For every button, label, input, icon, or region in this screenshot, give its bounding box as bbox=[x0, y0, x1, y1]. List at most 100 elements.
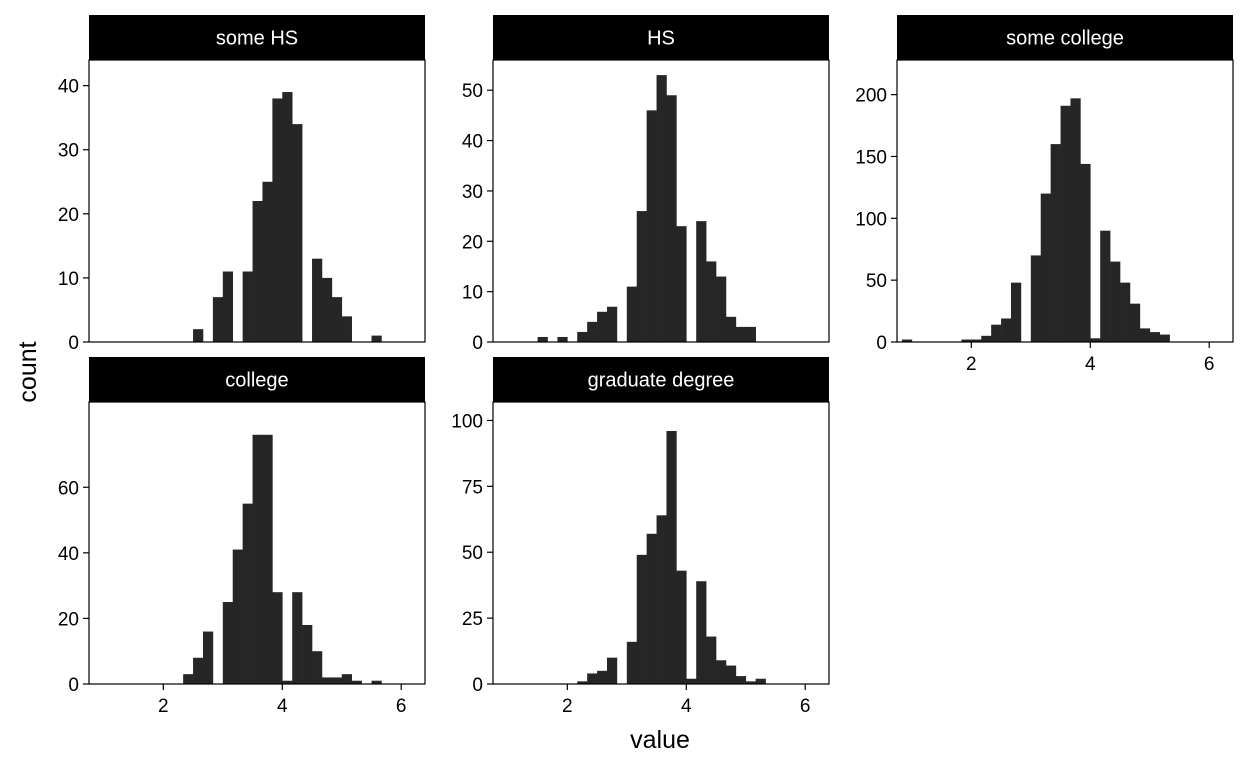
histogram-bar bbox=[725, 316, 737, 342]
facet-strip-label: HS bbox=[647, 28, 675, 50]
histogram-bar bbox=[656, 515, 667, 684]
facet-strip bbox=[493, 357, 829, 402]
facet-strip bbox=[89, 15, 425, 60]
y-tick-label: 10 bbox=[58, 269, 79, 290]
histogram-bar bbox=[706, 636, 717, 684]
histogram-bar bbox=[272, 98, 283, 342]
histogram-bar bbox=[193, 329, 204, 342]
histogram-bar bbox=[656, 75, 667, 342]
facet-panel: college 0 20 40 60 2 4 6 bbox=[58, 357, 426, 717]
histogram-bar bbox=[1159, 334, 1170, 342]
x-tick-label: 2 bbox=[562, 696, 573, 717]
histogram-bar bbox=[1010, 282, 1022, 342]
histogram-bar bbox=[341, 674, 352, 684]
histogram-bar bbox=[716, 660, 727, 684]
histogram-bar bbox=[1120, 282, 1131, 342]
panel-border bbox=[88, 401, 426, 685]
histogram-bar bbox=[1060, 105, 1071, 343]
histogram-bar bbox=[676, 226, 687, 342]
histogram-bar bbox=[331, 297, 343, 342]
histogram-bar bbox=[282, 92, 293, 342]
histogram-bar bbox=[183, 674, 194, 684]
x-tick-label: 4 bbox=[277, 696, 288, 717]
x-tick-label: 6 bbox=[800, 696, 811, 717]
facet-strip-label: graduate degree bbox=[588, 370, 735, 392]
histogram-bar bbox=[636, 554, 647, 684]
histogram-bar bbox=[981, 335, 992, 342]
histogram-bar bbox=[626, 641, 638, 684]
histogram-bar bbox=[312, 651, 323, 684]
facet-strip bbox=[493, 15, 829, 60]
histogram-bar bbox=[696, 221, 707, 342]
histogram-bar bbox=[735, 326, 747, 342]
histogram-bar bbox=[1100, 230, 1111, 342]
histogram-bar bbox=[212, 297, 224, 342]
histogram-bar bbox=[371, 335, 382, 342]
y-tick-label: 40 bbox=[462, 132, 483, 153]
histogram-bar bbox=[321, 277, 333, 342]
histogram-bar bbox=[302, 624, 313, 684]
histogram-bar bbox=[341, 316, 352, 342]
facet-strip bbox=[89, 357, 425, 402]
histogram-bar bbox=[321, 677, 333, 684]
x-tick-label: 2 bbox=[966, 354, 977, 375]
y-tick-label: 50 bbox=[866, 271, 887, 292]
facet-panel: graduate degree 0 25 50 75 100 2 4 6 bbox=[451, 357, 830, 717]
facet-strip bbox=[897, 15, 1233, 60]
histogram-bar bbox=[745, 326, 756, 342]
x-tick-label: 6 bbox=[1204, 354, 1215, 375]
histogram-bar bbox=[331, 677, 343, 684]
histogram-bar bbox=[1030, 255, 1042, 342]
panel-border bbox=[88, 59, 426, 343]
histogram-bar bbox=[1070, 98, 1081, 342]
histogram-bar bbox=[222, 271, 234, 342]
histogram-bar bbox=[1090, 338, 1101, 342]
histogram-bar bbox=[242, 271, 253, 342]
y-tick-label: 100 bbox=[451, 411, 483, 432]
x-tick-label: 4 bbox=[681, 696, 692, 717]
y-tick-label: 30 bbox=[58, 141, 79, 162]
histogram-bar bbox=[646, 110, 657, 342]
histogram-bar bbox=[991, 324, 1002, 342]
histogram-bar bbox=[222, 602, 234, 684]
histogram-bar bbox=[1001, 318, 1012, 342]
facet-panel: some college 0 50 100 150 200 2 4 6 bbox=[855, 15, 1234, 375]
y-tick-label: 0 bbox=[68, 333, 79, 354]
histogram-bar bbox=[606, 657, 618, 684]
histogram-bar bbox=[587, 673, 598, 684]
histogram-bar bbox=[312, 258, 323, 342]
histogram-bar bbox=[351, 680, 362, 684]
histogram-bar bbox=[272, 592, 283, 684]
facet-panel: some HS 0 10 20 30 40 bbox=[58, 15, 426, 354]
histogram-bar bbox=[262, 434, 273, 684]
histogram-bar bbox=[716, 276, 727, 342]
histogram-bar bbox=[666, 95, 677, 342]
histogram-bar bbox=[262, 181, 273, 342]
x-axis-title: value bbox=[630, 726, 690, 754]
histogram-bar bbox=[597, 311, 608, 342]
histogram-bar bbox=[282, 680, 293, 684]
histogram-bar bbox=[292, 592, 303, 684]
histogram-bar bbox=[706, 261, 717, 342]
histogram-bar bbox=[1149, 332, 1160, 342]
histogram-bar bbox=[1050, 144, 1061, 342]
y-tick-label: 100 bbox=[855, 209, 887, 230]
histogram-bar bbox=[755, 678, 766, 684]
y-tick-label: 40 bbox=[58, 77, 79, 98]
histogram-bar bbox=[735, 676, 747, 684]
y-tick-label: 20 bbox=[58, 205, 79, 226]
panel-border bbox=[492, 59, 830, 343]
histogram-bar bbox=[666, 430, 677, 684]
y-tick-label: 0 bbox=[472, 333, 483, 354]
y-tick-label: 20 bbox=[462, 232, 483, 253]
panel-border bbox=[492, 401, 830, 685]
facet-strip-label: some college bbox=[1006, 28, 1124, 50]
facet-strip-label: college bbox=[225, 370, 288, 392]
histogram-bar bbox=[686, 678, 697, 684]
y-tick-label: 0 bbox=[472, 675, 483, 696]
histogram-bar bbox=[1139, 328, 1151, 342]
panel-border bbox=[896, 59, 1234, 343]
histogram-bar bbox=[242, 503, 253, 684]
y-tick-label: 10 bbox=[462, 283, 483, 304]
